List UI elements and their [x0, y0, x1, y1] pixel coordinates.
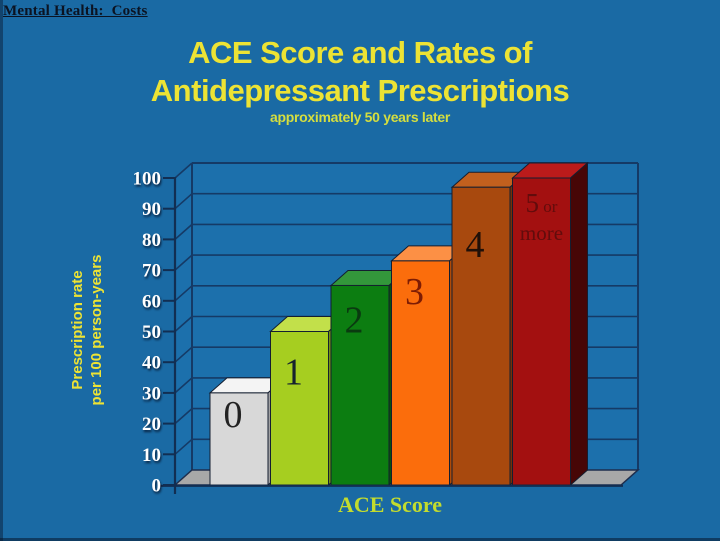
bar-front-face-5	[512, 177, 571, 486]
bar-front-face-4	[451, 186, 511, 486]
y-axis-title-line-1: Prescription rate	[69, 270, 86, 390]
x-axis-title: ACE Score	[337, 492, 443, 517]
chart-title: ACE Score and Rates of Antidepressant Pr…	[0, 34, 720, 110]
bar-front-face-3	[391, 260, 450, 486]
y-tick-label: 10	[142, 445, 161, 466]
grid-connector	[174, 193, 193, 210]
chart-subtitle: approximately 50 years later	[270, 109, 450, 125]
bar-label-2: 2	[345, 299, 364, 341]
grid-connector	[174, 438, 193, 455]
grid-connector	[174, 346, 193, 363]
y-tick-label: 70	[142, 261, 161, 282]
y-tick-label: 30	[142, 383, 161, 404]
bar-label-0: 0	[224, 394, 243, 436]
y-tick-label: 20	[142, 414, 161, 435]
bar-label-5-line-2: more	[520, 221, 563, 245]
grid-connector	[174, 223, 193, 240]
y-tick-label: 60	[142, 291, 161, 312]
bar-front-face-1	[270, 331, 329, 486]
y-tick-label: 100	[133, 169, 162, 190]
bar-front-face-2	[330, 284, 390, 486]
bar-label-4: 4	[466, 224, 485, 266]
bar-side-face-5	[570, 161, 588, 487]
grid-connector	[174, 408, 193, 425]
bar-label-3: 3	[405, 271, 424, 313]
grid-connector	[174, 285, 193, 302]
bar-label-5: 5 or	[526, 188, 558, 218]
y-axis-title-line-2: per 100 person-years	[88, 254, 105, 406]
grid-connector	[174, 254, 193, 271]
y-axis-title: Prescription rate per 100 person-years	[68, 165, 106, 495]
grid-connector	[174, 162, 193, 179]
y-tick-label: 90	[142, 199, 161, 220]
grid-connector	[174, 377, 193, 394]
y-tick-label: 0	[152, 476, 162, 497]
chart-title-line-1: ACE Score and Rates of	[188, 35, 532, 70]
y-tick-label: 80	[142, 230, 161, 251]
grid-connector	[174, 315, 193, 333]
chart-title-line-2: Antidepressant Prescriptions	[150, 73, 570, 108]
y-tick-label: 40	[142, 353, 161, 374]
slide-header: Mental Health: Costs	[3, 3, 148, 19]
bar-label-1: 1	[284, 352, 303, 394]
y-tick-label: 50	[142, 322, 161, 343]
